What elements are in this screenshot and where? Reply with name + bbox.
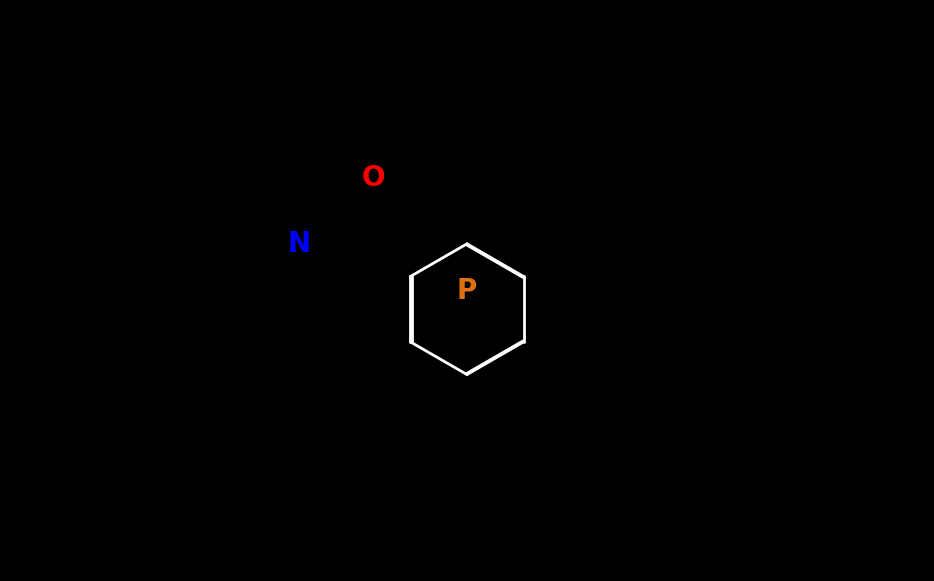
Text: O: O: [361, 164, 386, 192]
Text: N: N: [288, 230, 310, 258]
Text: P: P: [457, 277, 477, 304]
